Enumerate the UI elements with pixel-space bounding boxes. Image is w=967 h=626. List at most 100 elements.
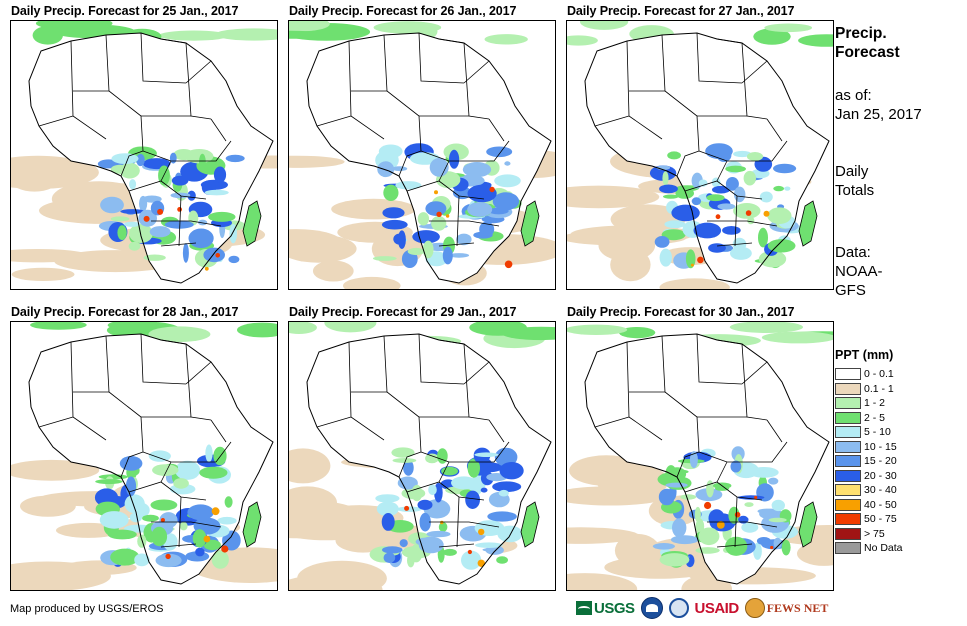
precip-patch xyxy=(422,240,434,259)
precip-patch xyxy=(211,550,229,569)
country-border xyxy=(741,361,768,385)
precip-patch xyxy=(203,539,221,551)
precip-patch xyxy=(149,226,171,238)
precip-patch xyxy=(179,521,188,531)
precip-patch xyxy=(208,211,236,222)
precip-patch xyxy=(175,460,201,480)
heavy-precip-cell xyxy=(754,495,758,500)
precip-patch xyxy=(289,448,331,484)
madagascar-outline xyxy=(798,501,818,548)
precip-patch xyxy=(395,181,422,190)
heavy-precip-cell xyxy=(467,549,472,555)
precip-patch xyxy=(649,165,677,181)
precip-patch xyxy=(659,553,690,567)
country-border xyxy=(316,115,352,127)
country-border xyxy=(707,220,778,227)
forecast-panel-2: Daily Precip. Forecast for 26 Jan., 2017 xyxy=(288,0,556,290)
country-border xyxy=(438,160,450,182)
precip-patch xyxy=(403,459,414,476)
country-border xyxy=(128,180,207,200)
precip-patch xyxy=(730,246,752,260)
usaid-logo-text: USAID xyxy=(694,599,740,617)
precip-patch xyxy=(730,460,742,473)
usaid-logo: USAID xyxy=(694,599,740,617)
precip-patch xyxy=(139,195,148,212)
legend-swatch xyxy=(835,455,861,468)
coastline xyxy=(28,32,274,284)
precip-patch xyxy=(11,459,100,481)
precip-patch xyxy=(425,453,439,464)
precip-patch xyxy=(738,515,749,524)
precip-patch xyxy=(652,543,675,550)
precip-patch xyxy=(442,548,457,556)
country-border xyxy=(160,543,197,548)
precip-patch xyxy=(110,548,140,566)
forecast-panel-5: Daily Precip. Forecast for 29 Jan., 2017 xyxy=(288,301,556,591)
country-border xyxy=(716,160,728,182)
noaa-logo-icon xyxy=(640,597,663,619)
africa-map-svg xyxy=(289,21,555,289)
precip-patch xyxy=(767,207,792,224)
precip-patch xyxy=(382,207,405,219)
precip-patch xyxy=(492,481,522,492)
country-border xyxy=(160,339,212,421)
precip-patch xyxy=(173,478,189,489)
country-border xyxy=(38,115,74,127)
legend-item: 30 - 40 xyxy=(835,483,955,498)
precip-patch xyxy=(480,487,488,493)
coastline xyxy=(584,333,830,585)
country-border xyxy=(383,335,422,453)
legend-label: 1 - 2 xyxy=(864,397,886,410)
country-border xyxy=(734,195,738,247)
precip-patch xyxy=(376,501,399,517)
precip-patch xyxy=(715,486,730,491)
country-border xyxy=(696,333,743,385)
country-border xyxy=(142,441,232,463)
precip-patch xyxy=(142,514,159,522)
legend-swatch xyxy=(835,484,861,497)
legend-label: No Data xyxy=(864,542,903,555)
legend-swatch xyxy=(835,527,861,540)
legend-label: 15 - 20 xyxy=(864,455,897,468)
precip-patch xyxy=(764,23,813,33)
precip-patch xyxy=(680,494,697,500)
precip-patch xyxy=(195,547,205,557)
forecast-panel-6: Daily Precip. Forecast for 30 Jan., 2017 xyxy=(566,301,834,591)
precip-patch xyxy=(781,539,791,556)
precip-patch xyxy=(429,158,449,177)
precip-patch xyxy=(659,278,730,289)
precip-patch xyxy=(746,152,764,161)
panel-title: Daily Precip. Forecast for 30 Jan., 2017 xyxy=(567,305,795,319)
precip-patch xyxy=(381,219,408,230)
precip-map xyxy=(10,20,278,290)
legend-label: 2 - 5 xyxy=(864,411,886,424)
precip-patch xyxy=(737,495,765,500)
land-precip-field xyxy=(369,447,524,570)
legend-label: 50 - 75 xyxy=(864,513,897,526)
precip-patch xyxy=(417,499,433,510)
precip-patch xyxy=(397,476,418,490)
precip-patch xyxy=(663,194,679,199)
as-of-block: as of: Jan 25, 2017 xyxy=(835,86,922,124)
precip-patch xyxy=(689,451,698,469)
precip-patch xyxy=(567,186,621,203)
legend-swatch xyxy=(835,440,861,453)
heavy-precip-cell xyxy=(716,521,725,529)
precip-patch xyxy=(467,458,480,478)
precip-map xyxy=(566,20,834,290)
precip-patch xyxy=(729,322,803,333)
legend-item: 2 - 5 xyxy=(835,411,955,426)
coastline xyxy=(584,32,830,284)
legend-item: 10 - 15 xyxy=(835,440,955,455)
precip-map xyxy=(288,321,556,591)
country-border xyxy=(676,451,700,478)
precip-patch xyxy=(107,322,161,331)
country-border xyxy=(151,521,222,528)
precip-patch xyxy=(773,537,782,549)
country-border xyxy=(316,416,352,428)
precip-patch xyxy=(758,250,787,268)
legend-label: 5 - 10 xyxy=(864,426,891,439)
precip-patch xyxy=(658,488,675,506)
precip-patch xyxy=(397,506,422,512)
country-border xyxy=(698,441,788,463)
